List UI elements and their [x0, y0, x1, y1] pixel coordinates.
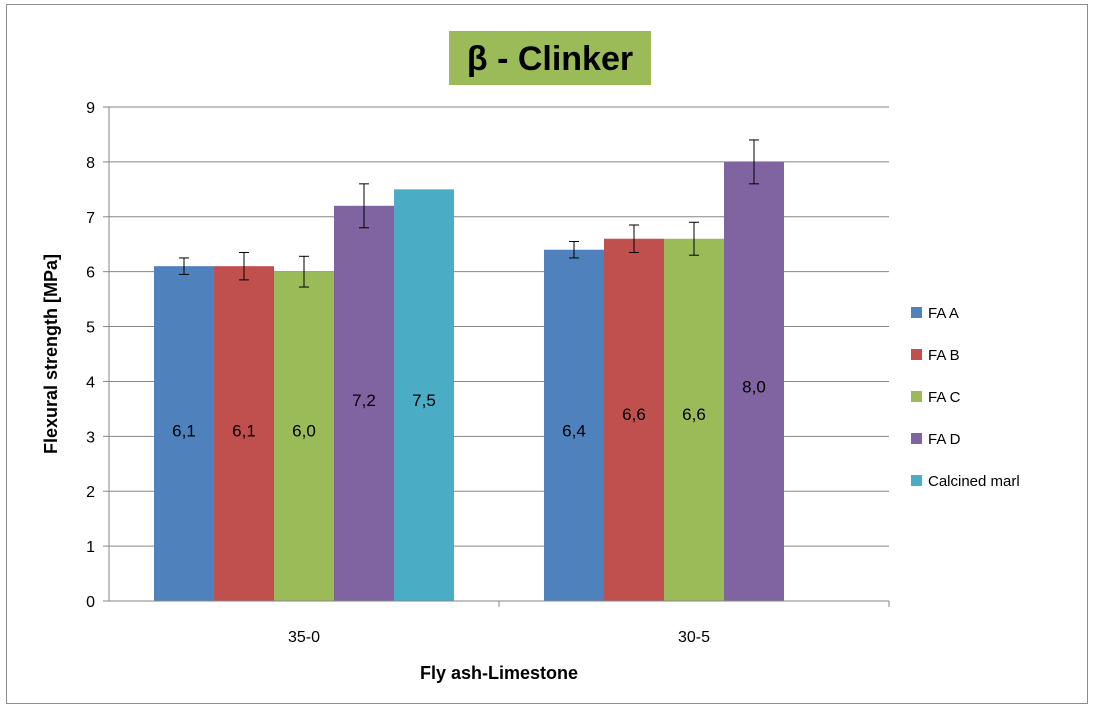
chart-title-background	[449, 31, 651, 85]
data-label: 7,5	[412, 391, 436, 410]
y-axis-title: Flexural strength [MPa]	[41, 254, 61, 454]
data-label: 6,6	[622, 405, 646, 424]
legend-swatch	[911, 433, 922, 444]
chart-title-group: β - Clinker	[449, 31, 651, 85]
y-tick-label: 0	[86, 594, 95, 611]
data-label: 8,0	[742, 377, 766, 396]
legend-label: FA C	[928, 389, 961, 406]
y-tick-label: 7	[86, 210, 95, 227]
legend-label: FA D	[928, 431, 961, 448]
error-bars	[179, 139, 759, 288]
data-label: 6,6	[682, 405, 706, 424]
y-tick-label: 3	[86, 429, 95, 446]
y-tick-label: 1	[86, 539, 95, 556]
bar-calcined-marl-35-0	[394, 189, 454, 602]
data-label: 6,0	[292, 421, 316, 440]
y-tick-label: 5	[86, 320, 95, 337]
legend-label: FA B	[928, 347, 960, 364]
bar-fa-b-30-5	[604, 238, 664, 601]
axes: 0 1 2 3 4 5 6 7 8 9 35-0 30-5	[86, 100, 890, 646]
y-tick-label: 6	[86, 265, 95, 282]
data-label: 6,1	[232, 421, 256, 440]
bar-fa-d-35-0	[334, 205, 394, 602]
chart-title: β - Clinker	[467, 40, 633, 78]
chart-frame: 6,1 6,1 6,0 7,2 7,5 6,4 6,6 6,6 8,0 0 1 2 3 4 5 6 7 8 9 35…	[6, 4, 1088, 704]
y-tick-label: 9	[86, 100, 95, 117]
data-labels: 6,1 6,1 6,0 7,2 7,5 6,4 6,6 6,6 8,0	[172, 377, 766, 440]
legend-swatch	[911, 349, 922, 360]
legend-label: FA A	[928, 305, 959, 322]
bars	[154, 161, 784, 602]
legend-swatch	[911, 391, 922, 402]
data-label: 6,4	[562, 421, 586, 440]
y-tick-label: 4	[86, 374, 95, 391]
data-label: 6,1	[172, 421, 196, 440]
y-tick-label: 2	[86, 484, 95, 501]
bar-fa-b-35-0	[214, 266, 274, 601]
x-axis-title: Fly ash-Limestone	[420, 663, 578, 683]
y-tick-label: 8	[86, 155, 95, 172]
bar-fa-a-35-0	[154, 266, 214, 601]
x-tick-label: 35-0	[288, 629, 320, 646]
legend: FA A FA B FA C FA D Calcined marl	[911, 305, 1020, 490]
bar-fa-a-30-5	[544, 249, 604, 601]
legend-label: Calcined marl	[928, 473, 1020, 490]
bar-fa-d-30-5	[724, 161, 784, 601]
bar-fa-c-35-0	[274, 271, 334, 601]
x-tick-label: 30-5	[678, 629, 710, 646]
legend-swatch	[911, 475, 922, 486]
bar-fa-c-30-5	[664, 238, 724, 601]
data-label: 7,2	[352, 391, 376, 410]
legend-swatch	[911, 307, 922, 318]
bar-chart: 6,1 6,1 6,0 7,2 7,5 6,4 6,6 6,6 8,0 0 1 2 3 4 5 6 7 8 9 35…	[41, 31, 1020, 683]
